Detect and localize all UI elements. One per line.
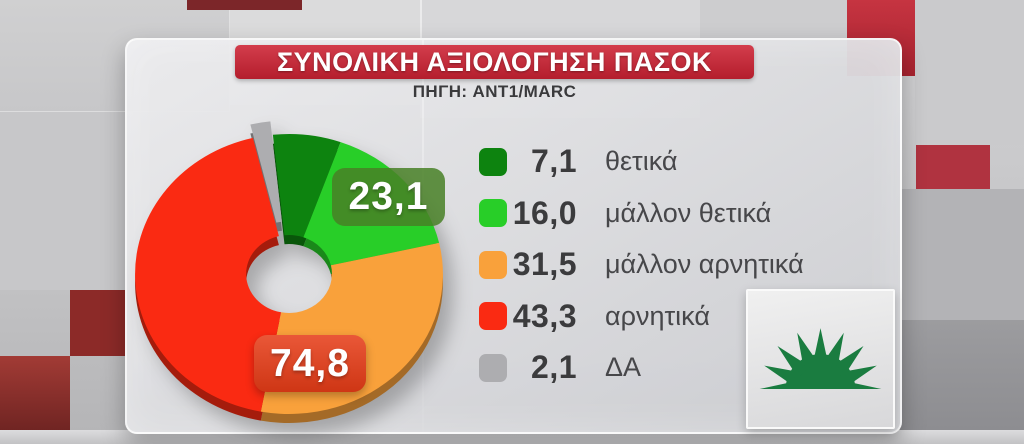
legend-row: 2,1 ΔΑ xyxy=(479,342,804,394)
legend-value: 31,5 xyxy=(512,246,577,283)
bg-accent-red xyxy=(187,0,302,10)
bg-tile xyxy=(900,189,1024,320)
legend: 7,1 θετικά 16,0 μάλλον θετικά 31,5 μάλλον αρν… xyxy=(479,136,804,394)
legend-swatch xyxy=(479,353,507,382)
legend-row: 31,5 μάλλον αρνητικά xyxy=(479,239,804,291)
bg-accent-red xyxy=(70,290,126,356)
legend-row: 43,3 αρνητικά xyxy=(479,291,804,343)
legend-row: 16,0 μάλλον θετικά xyxy=(479,188,804,240)
source-line: ΠΗΓΗ: ANT1/MARC xyxy=(412,82,577,101)
bg-accent-red xyxy=(0,356,70,432)
callout-negative-total: 74,8 xyxy=(254,335,366,392)
legend-swatch xyxy=(479,302,507,331)
main-panel: ΣΥΝΟΛΙΚΗ ΑΞΙΟΛΟΓΗΣΗ ΠΑΣΟΚ ΠΗΓΗ: ANT1/MAR… xyxy=(125,38,902,434)
callout-negative-value: 74,8 xyxy=(270,341,350,385)
page-title: ΣΥΝΟΛΙΚΗ ΑΞΙΟΛΟΓΗΣΗ ΠΑΣΟΚ xyxy=(276,46,713,77)
bg-tile xyxy=(0,112,125,290)
pasok-sun-icon xyxy=(759,328,882,389)
legend-label: αρνητικά xyxy=(605,300,710,331)
legend-swatch xyxy=(479,199,507,228)
callout-positive-value: 23,1 xyxy=(348,175,429,218)
legend-value: 2,1 xyxy=(531,349,577,386)
title-banner: ΣΥΝΟΛΙΚΗ ΑΞΙΟΛΟΓΗΣΗ ΠΑΣΟΚ xyxy=(235,45,754,79)
legend-swatch xyxy=(479,250,507,279)
legend-value: 7,1 xyxy=(531,143,577,180)
bg-tile xyxy=(900,320,1024,444)
legend-row: 7,1 θετικά xyxy=(479,136,804,188)
legend-value: 16,0 xyxy=(512,194,577,231)
pasok-logo-card xyxy=(746,289,895,429)
donut-chart xyxy=(135,121,443,423)
legend-label: μάλλον αρνητικά xyxy=(605,249,804,280)
legend-label: ΔΑ xyxy=(605,352,642,383)
legend-swatch xyxy=(479,147,507,176)
callout-positive-total: 23,1 xyxy=(332,168,445,226)
legend-value: 43,3 xyxy=(512,297,577,334)
bg-accent-red xyxy=(916,145,990,189)
bg-tile xyxy=(915,0,1024,145)
legend-label: μάλλον θετικά xyxy=(605,197,772,228)
legend-label: θετικά xyxy=(605,146,678,177)
